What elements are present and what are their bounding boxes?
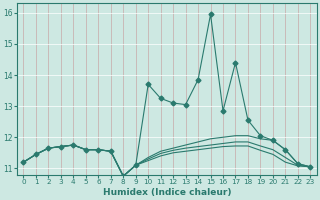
X-axis label: Humidex (Indice chaleur): Humidex (Indice chaleur) [103, 188, 231, 197]
